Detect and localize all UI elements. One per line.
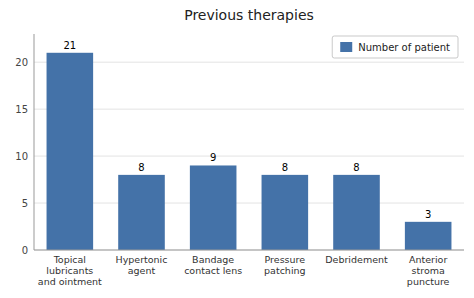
y-tick-label: 10 xyxy=(15,151,28,162)
grid-line xyxy=(34,109,464,110)
x-tick-label: Pressurepatching xyxy=(264,254,306,276)
legend-frame xyxy=(332,36,458,58)
bar xyxy=(262,175,309,250)
x-axis xyxy=(34,250,464,251)
y-tick-label: 20 xyxy=(15,57,28,68)
data-label: 21 xyxy=(63,40,76,51)
y-tick-label: 0 xyxy=(22,245,28,256)
x-tick-label: Bandagecontact lens xyxy=(184,254,242,276)
bar xyxy=(190,165,237,250)
grid xyxy=(34,62,464,250)
x-tick-label: Debridement xyxy=(325,254,388,265)
title: Previous therapies xyxy=(184,7,314,23)
grid-line xyxy=(34,62,464,63)
data-label: 8 xyxy=(138,162,144,173)
y-tick-label: 15 xyxy=(15,104,28,115)
x-tick-label: Topicallubricantsand ointment xyxy=(38,254,102,287)
bar xyxy=(47,53,94,250)
data-label: 8 xyxy=(353,162,359,173)
data-label: 9 xyxy=(210,152,216,163)
bars xyxy=(47,53,452,250)
legend: Number of patient xyxy=(332,36,458,58)
data-label: 8 xyxy=(282,162,288,173)
x-tick-label: Hypertonicagent xyxy=(116,254,168,276)
chart: Previous therapies 0 5 10 15 20 21 8 9 8 8 3 Topical… xyxy=(0,0,474,298)
bar xyxy=(405,222,452,250)
bar xyxy=(333,175,380,250)
legend-label: Number of patient xyxy=(358,42,450,53)
y-tick-label: 5 xyxy=(22,198,28,209)
grid-line xyxy=(34,156,464,157)
x-tick-label: Anteriorstromapuncture xyxy=(407,254,450,287)
grid-line xyxy=(34,250,464,251)
grid-line xyxy=(34,203,464,204)
bar xyxy=(118,175,165,250)
legend-swatch xyxy=(340,42,352,52)
data-label: 3 xyxy=(425,209,431,220)
y-axis xyxy=(34,34,35,250)
